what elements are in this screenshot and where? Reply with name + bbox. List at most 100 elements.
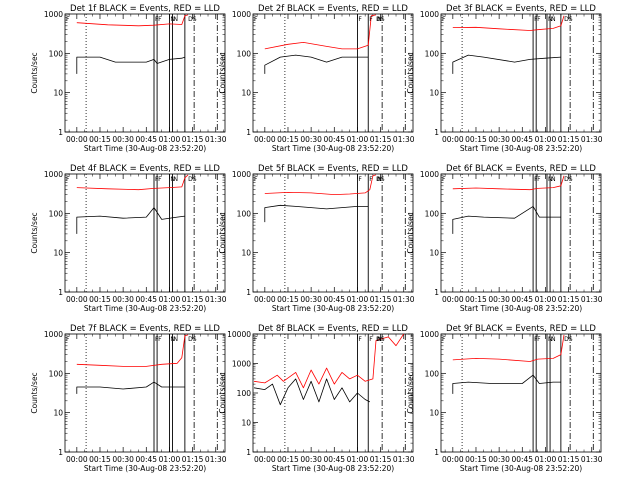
x-tick-label: 01:15 bbox=[182, 135, 204, 144]
y-tick-label: 100 bbox=[49, 49, 64, 58]
x-tick-label: 00:00 bbox=[442, 455, 464, 464]
plot-frame bbox=[252, 173, 414, 293]
y-axis-label: Counts/sec bbox=[218, 212, 227, 253]
y-tick-label: 100 bbox=[425, 49, 440, 58]
events-series-line bbox=[76, 381, 185, 394]
marker-label: F bbox=[442, 176, 446, 183]
events-series-line bbox=[452, 205, 561, 234]
y-tick-label: 10 bbox=[241, 419, 251, 428]
chart-panel-1: Det 1f BLACK = Events, RED = LLD 1 10 100 10… bbox=[30, 4, 227, 153]
y-tick-label: 1000 bbox=[232, 10, 251, 19]
marker-label: F bbox=[369, 16, 373, 23]
marker-label: F bbox=[66, 16, 70, 23]
marker-label: F bbox=[534, 16, 538, 23]
marker-label: F bbox=[66, 336, 70, 343]
plot-frame bbox=[64, 13, 226, 133]
marker-label: F bbox=[155, 16, 159, 23]
x-tick-label: 00:15 bbox=[89, 135, 111, 144]
chart-panel-3: Det 3f BLACK = Events, RED = LLD 1 10 100 10… bbox=[406, 4, 603, 153]
y-axis-label: Counts/sec bbox=[406, 212, 415, 253]
x-tick-label: 00:15 bbox=[89, 455, 111, 464]
marker-label: F bbox=[254, 176, 258, 183]
x-tick-label: 01:30 bbox=[393, 135, 415, 144]
lld-series-line bbox=[452, 15, 565, 31]
marker-label: N bbox=[377, 176, 382, 183]
x-tick-label: 01:00 bbox=[347, 135, 369, 144]
marker-label: N bbox=[170, 16, 175, 23]
marker-label: N bbox=[548, 16, 553, 23]
y-tick-label: 10 bbox=[429, 249, 439, 258]
x-tick-label: 00:00 bbox=[66, 295, 88, 304]
y-axis-label: Counts/sec bbox=[218, 52, 227, 93]
y-axis-label: Counts/sec bbox=[30, 52, 39, 93]
x-tick-label: 01:15 bbox=[558, 295, 580, 304]
y-tick-label: 10 bbox=[429, 89, 439, 98]
x-tick-label: 01:00 bbox=[159, 455, 181, 464]
marker-label: N bbox=[170, 336, 175, 343]
x-tick-label: 00:45 bbox=[511, 295, 533, 304]
chart-title: Det 4f BLACK = Events, RED = LLD bbox=[70, 164, 220, 174]
chart-title: Det 2f BLACK = Events, RED = LLD bbox=[258, 4, 408, 14]
x-tick-label: 01:15 bbox=[182, 295, 204, 304]
y-tick-label: 10000 bbox=[227, 330, 251, 339]
y-tick-label: 1000 bbox=[44, 10, 63, 19]
marker-label: DS bbox=[188, 336, 197, 343]
x-tick-label: 00:45 bbox=[511, 455, 533, 464]
marker-label: F bbox=[254, 336, 258, 343]
events-series-line bbox=[264, 204, 369, 223]
chart-panel-4: Det 4f BLACK = Events, RED = LLD 1 10 100 10… bbox=[30, 164, 227, 313]
marker-label: F bbox=[155, 336, 159, 343]
y-tick-label: 1 bbox=[246, 128, 251, 137]
x-tick-label: 00:45 bbox=[135, 455, 157, 464]
y-tick-label: 1000 bbox=[420, 330, 439, 339]
lld-series-line bbox=[253, 333, 405, 389]
x-tick-label: 00:00 bbox=[254, 135, 276, 144]
y-axis-label: Counts/sec bbox=[218, 372, 227, 413]
plot-frame bbox=[252, 333, 414, 453]
x-tick-label: 01:30 bbox=[581, 295, 603, 304]
x-axis-label: Start Time (30-Aug-08 23:52:20) bbox=[84, 464, 206, 473]
x-axis-label: Start Time (30-Aug-08 23:52:20) bbox=[272, 304, 394, 313]
marker-label: F bbox=[155, 176, 159, 183]
x-tick-label: 00:00 bbox=[254, 295, 276, 304]
marker-label: F bbox=[158, 176, 162, 183]
lld-series-line bbox=[76, 14, 189, 27]
y-axis-label: Counts/sec bbox=[406, 372, 415, 413]
marker-label: F bbox=[537, 176, 541, 183]
plot-frame bbox=[252, 13, 414, 133]
marker-label: N bbox=[377, 16, 382, 23]
chart-panel-2: Det 2f BLACK = Events, RED = LLD 1 10 100 10… bbox=[218, 4, 415, 153]
x-tick-label: 01:30 bbox=[205, 455, 227, 464]
events-series-line bbox=[76, 207, 185, 234]
x-tick-label: 00:15 bbox=[465, 455, 487, 464]
y-tick-label: 1 bbox=[246, 288, 251, 297]
x-tick-label: 01:30 bbox=[581, 455, 603, 464]
lld-series-line bbox=[452, 175, 565, 191]
marker-label: DS bbox=[376, 16, 385, 23]
y-tick-label: 100 bbox=[237, 49, 252, 58]
chart-panel-8: Det 8f BLACK = Events, RED = LLD 1 10 100 10… bbox=[218, 324, 415, 473]
x-tick-label: 00:30 bbox=[112, 455, 134, 464]
y-tick-label: 10 bbox=[241, 89, 251, 98]
marker-label: F bbox=[358, 16, 362, 23]
x-tick-label: 01:15 bbox=[182, 455, 204, 464]
x-tick-label: 00:00 bbox=[442, 295, 464, 304]
y-tick-label: 100 bbox=[425, 369, 440, 378]
marker-label: DS bbox=[376, 176, 385, 183]
chart-panel-6: Det 6f BLACK = Events, RED = LLD 1 10 100 10… bbox=[406, 164, 603, 313]
y-axis-label: Counts/sec bbox=[406, 52, 415, 93]
x-tick-label: 00:00 bbox=[66, 455, 88, 464]
chart-title: Det 9f BLACK = Events, RED = LLD bbox=[446, 324, 596, 334]
y-tick-label: 1000 bbox=[420, 170, 439, 179]
marker-label: F bbox=[158, 336, 162, 343]
marker-label: F bbox=[442, 336, 446, 343]
marker-label: N bbox=[377, 336, 382, 343]
y-tick-label: 100 bbox=[49, 209, 64, 218]
y-tick-label: 10 bbox=[429, 409, 439, 418]
chart-panel-9: Det 9f BLACK = Events, RED = LLD 1 10 100 10… bbox=[406, 324, 603, 473]
events-series-line bbox=[452, 54, 561, 74]
marker-label: N bbox=[551, 176, 556, 183]
marker-label: N bbox=[377, 176, 382, 183]
y-tick-label: 1000 bbox=[232, 360, 251, 369]
